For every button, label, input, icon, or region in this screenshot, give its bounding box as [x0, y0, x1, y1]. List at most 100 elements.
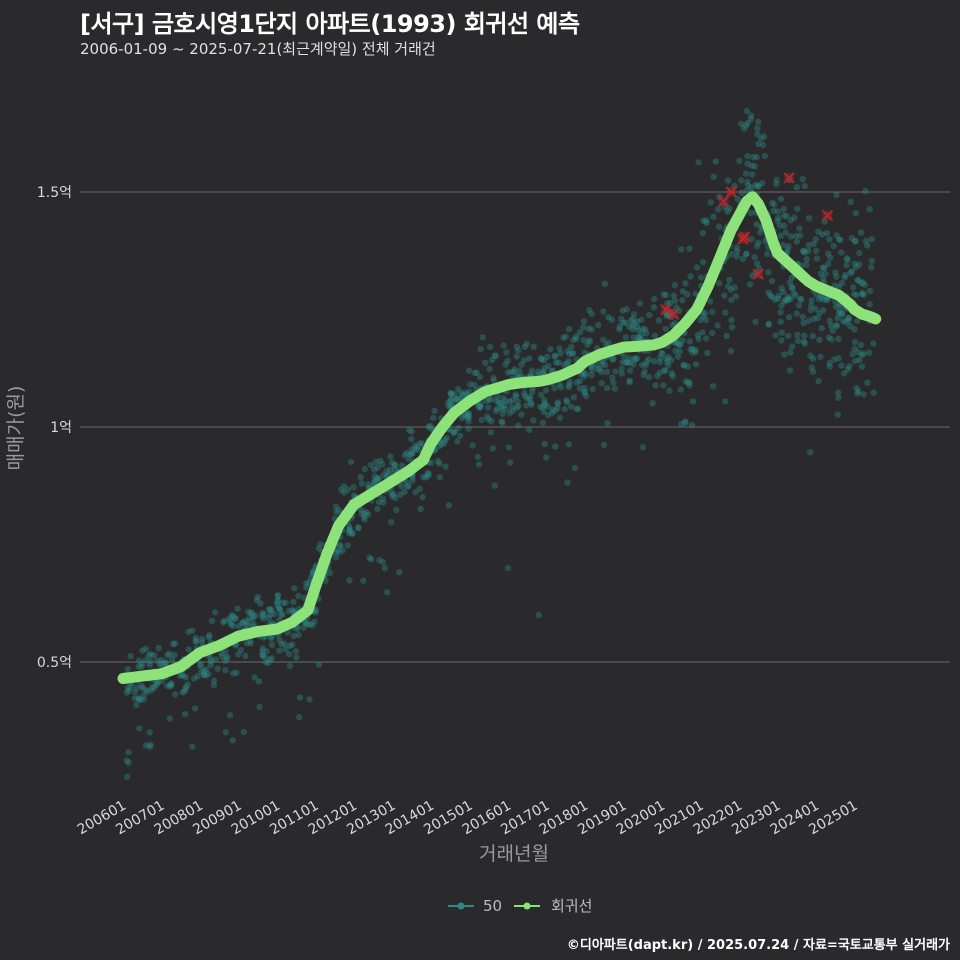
scatter-point — [447, 389, 454, 396]
scatter-point — [504, 564, 512, 572]
scatter-point — [864, 379, 871, 386]
scatter-point — [389, 493, 396, 500]
scatter-point — [841, 370, 848, 377]
scatter-point — [572, 335, 580, 342]
scatter-point — [656, 354, 664, 361]
scatter-point — [639, 444, 646, 451]
scatter-point — [822, 270, 829, 277]
outlier-marker — [783, 172, 795, 184]
scatter-point — [617, 315, 625, 323]
scatter-point — [486, 396, 493, 404]
scatter-point — [862, 237, 870, 245]
scatter-point — [454, 438, 461, 445]
scatter-point — [377, 457, 384, 465]
scatter-point — [528, 367, 536, 374]
scatter-point — [492, 352, 500, 360]
scatter-point — [239, 619, 247, 626]
scatter-point — [251, 612, 259, 619]
scatter-point — [601, 361, 609, 368]
scatter-point — [780, 212, 788, 219]
scatter-point — [626, 379, 633, 386]
scatter-point — [487, 429, 494, 436]
scatter-point — [765, 321, 772, 328]
scatter-point — [383, 467, 390, 475]
scatter-point — [567, 403, 575, 410]
scatter-point — [276, 606, 283, 613]
scatter-point — [825, 260, 832, 268]
scatter-point — [662, 355, 670, 362]
scatter-point — [586, 306, 593, 314]
scatter-point — [131, 695, 138, 702]
scatter-point — [738, 189, 746, 196]
scatter-point — [180, 672, 187, 679]
scatter-point — [854, 276, 861, 284]
scatter-point — [635, 333, 643, 341]
scatter-point — [476, 404, 483, 412]
scatter-point — [638, 361, 646, 369]
scatter-point — [138, 660, 146, 667]
scatter-point — [554, 400, 561, 408]
scatter-point — [681, 418, 689, 425]
scatter-point — [805, 247, 812, 255]
scatter-point — [290, 632, 298, 640]
scatter-point — [384, 589, 391, 596]
scatter-point — [551, 353, 558, 360]
scatter-point — [168, 680, 175, 687]
scatter-point — [502, 405, 509, 413]
scatter-point — [503, 349, 510, 356]
scatter-point — [153, 681, 160, 689]
scatter-point — [752, 318, 759, 326]
scatter-point — [286, 662, 294, 670]
scatter-point — [544, 353, 551, 361]
scatter-point — [303, 620, 311, 628]
scatter-point — [414, 444, 421, 451]
scatter-point — [816, 336, 823, 343]
scatter-point — [231, 615, 239, 623]
scatter-point — [853, 385, 860, 392]
scatter-point — [806, 215, 813, 222]
scatter-point — [592, 361, 600, 368]
scatter-point — [281, 640, 288, 648]
scatter-point — [626, 367, 634, 374]
scatter-point — [856, 356, 863, 364]
scatter-point — [830, 243, 837, 250]
scatter-point — [721, 292, 728, 299]
scatter-point — [573, 405, 580, 412]
scatter-point — [574, 406, 582, 413]
scatter-point — [182, 685, 189, 693]
scatter-point — [197, 662, 204, 670]
scatter-point — [853, 291, 860, 299]
scatter-point — [807, 352, 814, 359]
scatter-point — [727, 347, 735, 355]
scatter-point — [819, 264, 827, 271]
scatter-point — [451, 428, 459, 435]
scatter-point — [125, 759, 132, 766]
scatter-point — [525, 426, 533, 434]
scatter-point — [665, 354, 672, 361]
scatter-point — [609, 374, 616, 381]
scatter-point — [155, 644, 162, 652]
scatter-point — [759, 141, 767, 149]
scatter-point — [709, 383, 717, 390]
scatter-point — [773, 176, 780, 184]
scatter-point — [815, 228, 822, 235]
scatter-point — [655, 317, 663, 324]
scatter-point — [424, 469, 431, 477]
scatter-point — [380, 472, 387, 479]
scatter-point — [189, 627, 196, 634]
scatter-point — [477, 403, 484, 410]
scatter-point — [198, 639, 206, 646]
scatter-point — [164, 651, 171, 658]
scatter-point — [487, 343, 494, 350]
scatter-point — [260, 615, 267, 622]
scatter-point — [518, 361, 525, 368]
scatter-point — [192, 705, 199, 712]
scatter-point — [358, 510, 365, 517]
scatter-point — [556, 414, 564, 422]
scatter-point — [681, 362, 688, 369]
scatter-point — [371, 477, 378, 484]
scatter-point — [755, 239, 762, 246]
scatter-point — [622, 359, 630, 366]
scatter-point — [700, 217, 707, 224]
scatter-point — [539, 404, 546, 411]
